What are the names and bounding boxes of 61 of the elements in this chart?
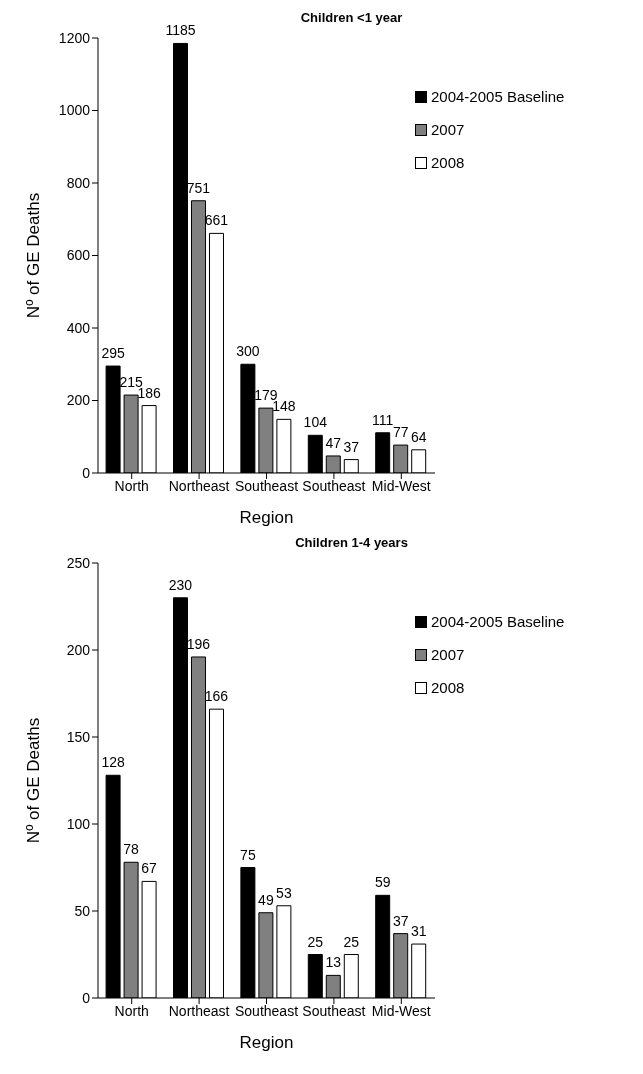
x-tick-label: North xyxy=(114,477,149,494)
x-tick-label: Northeast xyxy=(168,1002,230,1019)
data-label: 13 xyxy=(325,954,342,971)
data-label: 300 xyxy=(236,343,260,360)
data-label: 166 xyxy=(204,688,229,705)
data-label: 47 xyxy=(325,434,342,451)
x-tick-label: Northeast xyxy=(168,477,230,494)
data-label: 230 xyxy=(168,576,193,593)
x-tick-label: Mid-West xyxy=(371,1002,431,1019)
data-label: 196 xyxy=(186,635,211,652)
y-tick-label: 1200 xyxy=(58,29,91,46)
chart-title: Children <1 year xyxy=(300,10,403,25)
x-tick-label: Mid-West xyxy=(371,477,431,494)
x-tick-label: Southeast xyxy=(234,477,299,494)
x-axis-title: Region xyxy=(239,508,294,527)
legend-label: 2007 xyxy=(431,646,465,663)
y-tick-label: 150 xyxy=(66,728,91,745)
x-tick-label: Southeast xyxy=(302,1002,366,1019)
y-tick-label: 200 xyxy=(66,392,91,409)
y-tick-label: 0 xyxy=(82,464,91,481)
data-label: 59 xyxy=(374,874,391,891)
data-label: 661 xyxy=(204,212,229,229)
data-label: 67 xyxy=(141,860,158,877)
data-label: 104 xyxy=(303,414,328,431)
data-label: 78 xyxy=(123,841,140,858)
y-tick-label: 0 xyxy=(82,989,91,1006)
data-label: 49 xyxy=(258,891,274,908)
y-tick-label: 1000 xyxy=(58,102,91,119)
data-label: 53 xyxy=(276,884,292,901)
legend-label: 2004-2005 Baseline xyxy=(431,613,565,630)
data-label: 295 xyxy=(101,345,125,362)
y-tick-label: 100 xyxy=(66,815,91,832)
data-label: 25 xyxy=(343,933,360,950)
x-axis-title: Region xyxy=(239,1033,294,1052)
y-axis-title: Nº of GE Deaths xyxy=(24,717,44,844)
y-tick-label: 400 xyxy=(66,319,91,336)
y-tick-label: 600 xyxy=(66,247,91,264)
data-label: 77 xyxy=(392,424,409,441)
y-tick-label: 800 xyxy=(66,174,91,191)
data-label: 751 xyxy=(186,179,211,196)
y-tick-label: 50 xyxy=(74,902,91,919)
data-label: 37 xyxy=(392,912,409,929)
y-axis-title: Nº of GE Deaths xyxy=(24,192,44,319)
x-tick-label: North xyxy=(114,1002,149,1019)
legend-label: 2008 xyxy=(431,154,465,171)
y-tick-label: 200 xyxy=(66,641,91,658)
data-label: 64 xyxy=(410,428,427,445)
data-label: 25 xyxy=(307,933,324,950)
data-label: 128 xyxy=(101,754,125,771)
legend-label: 2007 xyxy=(431,121,465,138)
legend-label: 2004-2005 Baseline xyxy=(431,88,565,105)
x-tick-label: Southeast xyxy=(302,477,366,494)
data-label: 75 xyxy=(240,846,256,863)
data-label: 37 xyxy=(343,438,360,455)
y-tick-label: 250 xyxy=(66,554,91,571)
data-label: 111 xyxy=(372,411,394,428)
data-label: 31 xyxy=(410,923,427,940)
x-tick-label: Southeast xyxy=(234,1002,299,1019)
chart-title: Children 1-4 years xyxy=(294,535,409,550)
legend-label: 2008 xyxy=(431,679,465,696)
data-label: 1185 xyxy=(165,22,196,39)
